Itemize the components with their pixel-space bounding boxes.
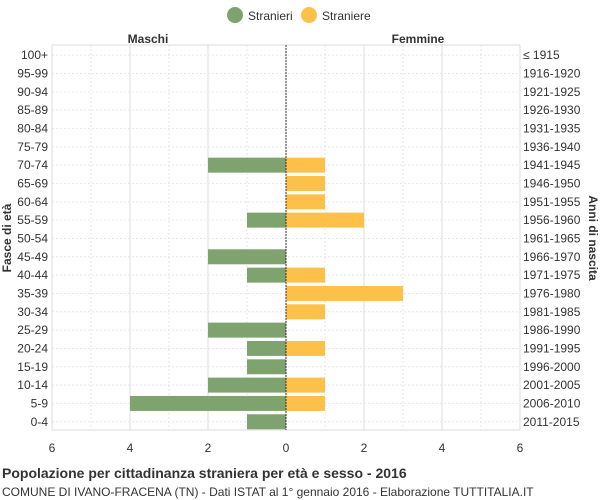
- birth-year-label: 1966-1970: [523, 250, 581, 264]
- chart-title: Popolazione per cittadinanza straniera p…: [2, 465, 407, 481]
- bar-maschi-25-29: [208, 322, 286, 338]
- birth-year-label: 1921-1925: [523, 85, 581, 99]
- age-label: 0-4: [31, 415, 49, 429]
- femmine-header: Femmine: [392, 32, 445, 46]
- birth-year-label: 1991-1995: [523, 341, 581, 355]
- birth-year-label: 1986-1990: [523, 323, 581, 337]
- age-label: 90-94: [17, 85, 48, 99]
- y-axis-label-left: Fasce di età: [0, 203, 14, 272]
- age-label: 60-64: [17, 195, 48, 209]
- y-axis-label-right: Anni di nascita: [586, 195, 600, 281]
- birth-year-label: 1931-1935: [523, 121, 581, 135]
- bar-femmine-30-34: [286, 304, 325, 320]
- bar-femmine-5-9: [286, 395, 325, 411]
- bar-femmine-10-14: [286, 377, 325, 393]
- bar-femmine-35-39: [286, 285, 403, 301]
- age-group-labels: 100+ 95-99 90-94 85-89 80-84 75-79 70-74 65-69 6…: [17, 48, 48, 429]
- x-tick-label: 6: [49, 441, 56, 455]
- age-label: 10-14: [17, 378, 48, 392]
- birth-year-label: 2006-2010: [523, 396, 581, 410]
- legend-swatch-stranieri: [227, 7, 243, 23]
- age-label: 55-59: [17, 213, 48, 227]
- x-tick-label: 6: [517, 441, 524, 455]
- birth-year-label: 1936-1940: [523, 140, 581, 154]
- birth-year-label: 1971-1975: [523, 268, 581, 282]
- bar-maschi-15-19: [247, 359, 286, 375]
- age-label: 85-89: [17, 103, 48, 117]
- bar-femmine-55-59: [286, 212, 364, 228]
- age-label: 100+: [21, 48, 48, 62]
- birth-year-label: 1996-2000: [523, 360, 581, 374]
- bar-maschi-10-14: [208, 377, 286, 393]
- x-tick-label: 4: [439, 441, 446, 455]
- bar-femmine-20-24: [286, 340, 325, 356]
- bar-femmine-60-64: [286, 194, 325, 210]
- x-tick-label: 2: [205, 441, 212, 455]
- x-tick-label: 2: [361, 441, 368, 455]
- birth-year-label: 1961-1965: [523, 231, 581, 245]
- maschi-header: Maschi: [128, 32, 169, 46]
- bar-maschi-55-59: [247, 212, 286, 228]
- bar-maschi-0-4: [247, 414, 286, 430]
- birth-year-label: ≤ 1915: [523, 48, 560, 62]
- bar-maschi-70-74: [208, 157, 286, 173]
- age-label: 50-54: [17, 231, 48, 245]
- bar-maschi-20-24: [247, 340, 286, 356]
- age-label: 95-99: [17, 66, 48, 80]
- age-label: 30-34: [17, 305, 48, 319]
- age-label: 70-74: [17, 158, 48, 172]
- birth-year-labels: ≤ 1915 1916-1920 1921-1925 1926-1930 1931-19…: [523, 48, 581, 429]
- legend: Stranieri Straniere: [227, 7, 371, 23]
- x-axis-ticks: 6 4 2 0 2 4 6: [49, 441, 524, 455]
- bars: [130, 157, 403, 430]
- age-label: 45-49: [17, 250, 48, 264]
- birth-year-label: 1956-1960: [523, 213, 581, 227]
- legend-swatch-straniere: [301, 7, 317, 23]
- chart-subtitle: COMUNE DI IVANO-FRACENA (TN) - Dati ISTA…: [2, 485, 534, 499]
- birth-year-label: 2001-2005: [523, 378, 581, 392]
- age-label: 80-84: [17, 121, 48, 135]
- birth-year-label: 1981-1985: [523, 305, 581, 319]
- bar-femmine-40-44: [286, 267, 325, 283]
- birth-year-label: 1941-1945: [523, 158, 581, 172]
- age-label: 25-29: [17, 323, 48, 337]
- x-tick-label: 4: [127, 441, 134, 455]
- bar-maschi-5-9: [130, 395, 286, 411]
- age-label: 65-69: [17, 176, 48, 190]
- legend-label-stranieri: Stranieri: [248, 9, 293, 23]
- age-label: 40-44: [17, 268, 48, 282]
- birth-year-label: 2011-2015: [523, 415, 580, 429]
- birth-year-label: 1951-1955: [523, 195, 581, 209]
- birth-year-label: 1916-1920: [523, 66, 581, 80]
- birth-year-label: 1926-1930: [523, 103, 581, 117]
- age-label: 20-24: [17, 341, 48, 355]
- bar-femmine-70-74: [286, 157, 325, 173]
- age-label: 5-9: [31, 396, 49, 410]
- birth-year-label: 1946-1950: [523, 176, 581, 190]
- age-label: 15-19: [17, 360, 48, 374]
- legend-label-straniere: Straniere: [322, 9, 371, 23]
- bar-maschi-40-44: [247, 267, 286, 283]
- bar-maschi-45-49: [208, 249, 286, 265]
- x-tick-label: 0: [283, 441, 290, 455]
- age-label: 35-39: [17, 286, 48, 300]
- bar-femmine-65-69: [286, 175, 325, 191]
- birth-year-label: 1976-1980: [523, 286, 581, 300]
- age-label: 75-79: [17, 140, 48, 154]
